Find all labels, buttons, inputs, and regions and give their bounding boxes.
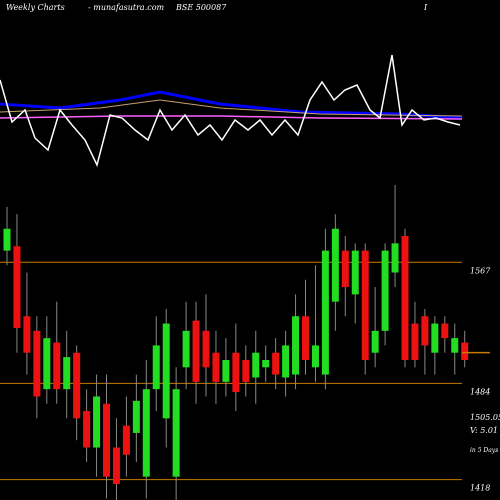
candle-body bbox=[23, 316, 31, 353]
candle-body bbox=[232, 352, 240, 393]
volume-note: V: 5.01 X bbox=[470, 426, 500, 435]
candle-body bbox=[351, 250, 359, 295]
candle-body bbox=[112, 447, 120, 484]
candle-body bbox=[13, 246, 21, 328]
candle-body bbox=[371, 330, 379, 353]
candle-body bbox=[411, 323, 419, 360]
candle-body bbox=[202, 330, 210, 368]
candle-body bbox=[122, 425, 130, 455]
candle-body bbox=[292, 316, 300, 375]
candle-body bbox=[441, 323, 449, 339]
candle-body bbox=[381, 250, 389, 331]
candle-body bbox=[93, 396, 101, 448]
candle-body bbox=[401, 236, 409, 360]
candle-body bbox=[341, 250, 349, 288]
chart-title: Weekly Charts bbox=[6, 3, 65, 12]
candle-body bbox=[262, 360, 270, 368]
candle-body bbox=[152, 345, 160, 390]
symbol: BSE 500087 bbox=[175, 3, 227, 12]
y-tick-label: 1567 bbox=[470, 266, 491, 275]
corner-label: I bbox=[423, 3, 428, 12]
indicator-line bbox=[0, 90, 463, 120]
candle-body bbox=[132, 400, 140, 433]
candle-body bbox=[63, 357, 71, 390]
indicator-line bbox=[0, 99, 463, 117]
candle-body bbox=[192, 320, 200, 382]
candle-body bbox=[321, 250, 329, 375]
candle-body bbox=[252, 352, 260, 378]
candle-body bbox=[103, 403, 110, 477]
candle-body bbox=[43, 338, 51, 390]
indicator-line bbox=[0, 54, 461, 168]
candle-body bbox=[461, 342, 469, 360]
candle-body bbox=[182, 330, 190, 368]
last-price-label: 1505.05 bbox=[470, 413, 500, 422]
candle-body bbox=[222, 360, 230, 382]
candle-body bbox=[83, 411, 91, 448]
candle-body bbox=[73, 352, 81, 419]
candle-body bbox=[142, 389, 150, 477]
candle-body bbox=[282, 345, 290, 378]
candle-body bbox=[302, 316, 309, 360]
candle-body bbox=[361, 250, 369, 360]
period-note: in 5 Days bbox=[470, 447, 498, 454]
candle-body bbox=[3, 228, 11, 251]
candle-body bbox=[272, 352, 280, 375]
y-tick-label: 1418 bbox=[470, 484, 490, 493]
candle-body bbox=[451, 338, 459, 353]
candle-body bbox=[331, 228, 339, 302]
candle-body bbox=[421, 316, 429, 346]
candle-body bbox=[311, 345, 319, 368]
candle-body bbox=[391, 243, 399, 273]
candle-body bbox=[53, 342, 61, 390]
candle-body bbox=[212, 352, 220, 382]
y-tick-label: 1484 bbox=[470, 387, 490, 396]
candle-body bbox=[431, 323, 439, 353]
candle-body bbox=[162, 323, 170, 419]
source: - munafasutra.com bbox=[88, 3, 165, 12]
indicator-panel bbox=[0, 54, 463, 168]
indicator-line bbox=[0, 115, 463, 120]
candle-body bbox=[242, 360, 250, 382]
candle-body bbox=[172, 389, 180, 477]
candle-body bbox=[33, 330, 41, 397]
